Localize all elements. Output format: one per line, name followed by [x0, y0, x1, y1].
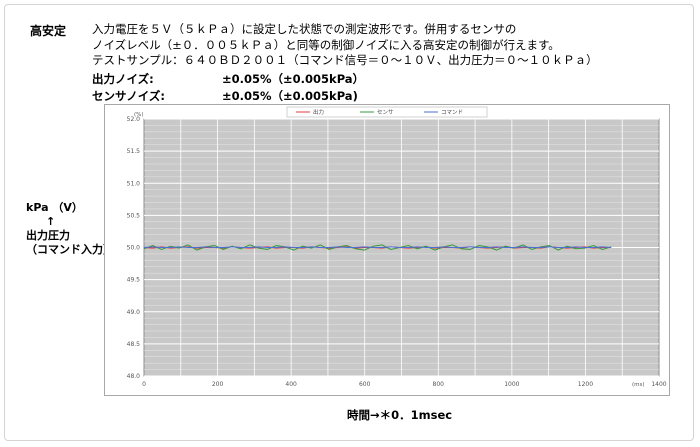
y-tick-label: 48.0 — [127, 373, 141, 380]
x-tick-label: 400 — [285, 381, 297, 388]
x-tick-label: 200 — [212, 381, 224, 388]
sensor-noise-label: センサノイズ: — [92, 89, 166, 103]
y-axis-label-line-1: 出力圧力 — [26, 229, 70, 242]
y-axis-caption: kPa （V） ↑ 出力圧力 （コマンド入力） — [26, 201, 114, 257]
x-tick-label: 0 — [142, 381, 146, 388]
y-tick-label: 49.0 — [127, 309, 141, 316]
legend-box — [286, 106, 488, 118]
description-line-2: ノイズレベル（±０．００５ｋＰａ）と同等の制御ノイズに入る高安定の制御が行えます… — [92, 37, 560, 52]
description-line-1: 入力電圧を５Ｖ（５ｋＰａ）に設定した状態での測定波形です。併用するセンサの — [92, 22, 517, 36]
y-tick-labels: 52.0 51.5 51.0 50.5 50.0 49.5 49.0 48.5 48.0 — [127, 116, 141, 380]
x-tick-label: 1400 — [651, 381, 666, 388]
up-arrow-icon: ↑ — [46, 215, 56, 228]
series-lines — [143, 244, 612, 251]
legend: 出力 センサ コマンド — [286, 106, 488, 118]
description: 入力電圧を５Ｖ（５ｋＰａ）に設定した状態での測定波形です。併用するセンサの ノイ… — [92, 22, 598, 69]
y-tick-label: 48.5 — [127, 341, 141, 348]
y-tick-label: 50.5 — [127, 212, 141, 219]
measurement-chart: 52.0 51.5 51.0 50.5 50.0 49.5 49.0 48.5 48.0 0 20… — [104, 104, 670, 396]
legend-label: センサ — [377, 109, 394, 116]
x-tick-label: 1000 — [504, 381, 519, 388]
x-tick-label: 800 — [433, 381, 445, 388]
y-tick-label: 50.0 — [127, 245, 141, 252]
section-heading: 高安定 — [30, 24, 67, 38]
x-axis-caption: 時間→＊0．1msec — [347, 408, 453, 422]
x-tick-label: 1200 — [578, 381, 593, 388]
x-unit-label: (ms) — [632, 382, 645, 388]
y-unit-label: (%) — [134, 112, 144, 118]
x-tick-labels: 0 200 400 600 800 1000 1200 1400 — [142, 381, 667, 388]
legend-label: 出力 — [313, 108, 324, 116]
legend-label: コマンド — [441, 109, 463, 116]
output-noise-value: ±0.05%（±0.005kPa） — [222, 72, 365, 86]
grid-lines — [144, 118, 659, 377]
series-line-コマンド — [143, 246, 612, 248]
y-tick-label: 49.5 — [127, 277, 141, 284]
y-axis-label-line-2: （コマンド入力） — [26, 243, 114, 256]
y-tick-label: 51.5 — [127, 148, 141, 155]
output-noise-label: 出力ノイズ: — [92, 72, 154, 86]
content-frame — [4, 4, 694, 441]
sensor-noise-value: ±0.05%（±0.005kPa) — [222, 89, 358, 103]
description-line-3: テストサンプル：６４０ＢＤ２００１（コマンド信号＝０～１０Ｖ、出力圧力＝０～１０… — [92, 53, 598, 67]
x-tick-label: 600 — [359, 381, 371, 388]
y-tick-label: 52.0 — [127, 116, 141, 123]
y-axis-unit: kPa （V） — [26, 201, 83, 214]
series-line-センサ — [143, 244, 612, 251]
y-tick-label: 51.0 — [127, 180, 141, 187]
